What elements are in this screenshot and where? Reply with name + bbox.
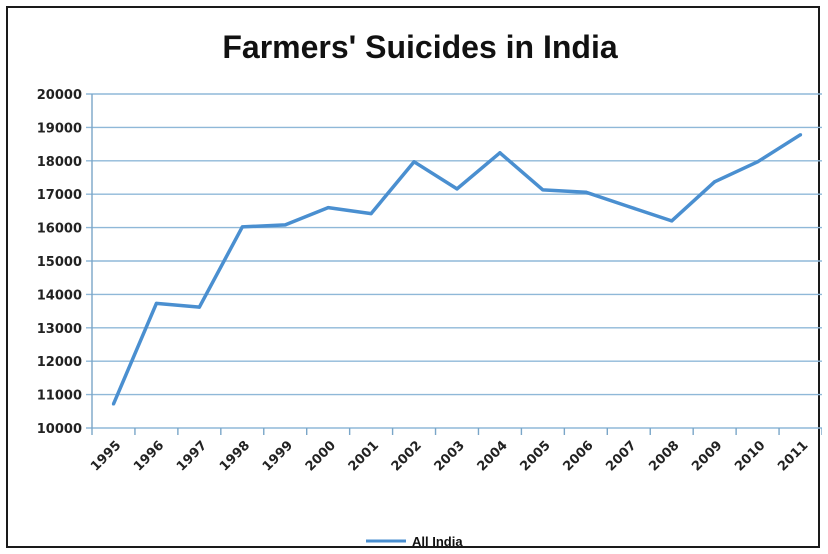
legend-label: All India: [412, 534, 463, 549]
y-tick-label: 16000: [37, 222, 82, 237]
data-point: [283, 223, 287, 227]
chart-frame: Farmers' Suicides in India 10000 11000 120…: [6, 6, 822, 549]
x-tick-label: 2010: [732, 438, 768, 474]
series-layer: [111, 133, 803, 406]
x-tick-label: 2011: [775, 438, 811, 474]
x-tick-label: 2005: [518, 438, 554, 474]
y-tick-label: 20000: [37, 88, 82, 103]
data-point: [455, 187, 459, 191]
x-tick-label: 2001: [346, 438, 382, 474]
y-tick-label: 10000: [37, 422, 82, 437]
x-tick-label: 2007: [603, 438, 639, 474]
x-tick-label: 2002: [389, 438, 425, 474]
y-tick-label: 19000: [37, 121, 82, 136]
y-tick-label: 14000: [37, 288, 82, 303]
y-axis: 10000 11000 12000 13000 14000 15000 16000 17000…: [37, 88, 93, 437]
x-tick-label: 2003: [432, 438, 468, 474]
data-point: [326, 205, 330, 210]
chart-title: Farmers' Suicides in India: [222, 29, 618, 65]
data-point: [412, 160, 416, 164]
x-axis: 1995 1996 1997 1998 1999 2000 2001 2002 2003 2004…: [88, 428, 822, 474]
data-point: [111, 402, 116, 406]
y-tick-label: 11000: [37, 389, 82, 404]
x-tick-label: 2004: [475, 438, 511, 474]
x-tick-label: 1995: [88, 438, 124, 474]
x-tick-label: 1998: [217, 438, 253, 474]
x-tick-label: 2000: [303, 438, 339, 474]
data-point: [670, 219, 674, 223]
x-tick-label: 2006: [560, 438, 596, 474]
data-point: [197, 305, 201, 309]
y-tick-label: 15000: [37, 255, 82, 270]
y-tick-label: 18000: [37, 155, 82, 170]
x-tick-label: 1997: [174, 438, 210, 474]
data-point: [584, 190, 588, 194]
series-line: [111, 133, 802, 405]
data-point: [798, 133, 803, 137]
data-point: [498, 151, 502, 155]
x-tick-label: 1999: [260, 438, 296, 474]
line-chart: Farmers' Suicides in India 10000 11000 120…: [37, 29, 822, 549]
y-tick-label: 12000: [37, 355, 82, 370]
x-tick-label: 1996: [131, 438, 167, 474]
x-tick-label: 2009: [689, 438, 725, 474]
data-point: [713, 180, 717, 184]
data-point: [240, 225, 244, 229]
x-tick-label: 2008: [646, 438, 682, 474]
legend: All India: [366, 534, 463, 549]
data-point: [154, 301, 159, 306]
data-point: [627, 204, 631, 209]
gridlines: [86, 93, 822, 429]
y-tick-label: 17000: [37, 188, 82, 203]
data-point: [755, 160, 760, 164]
data-point: [541, 188, 545, 192]
y-tick-label: 13000: [37, 322, 82, 337]
data-point: [369, 211, 373, 216]
